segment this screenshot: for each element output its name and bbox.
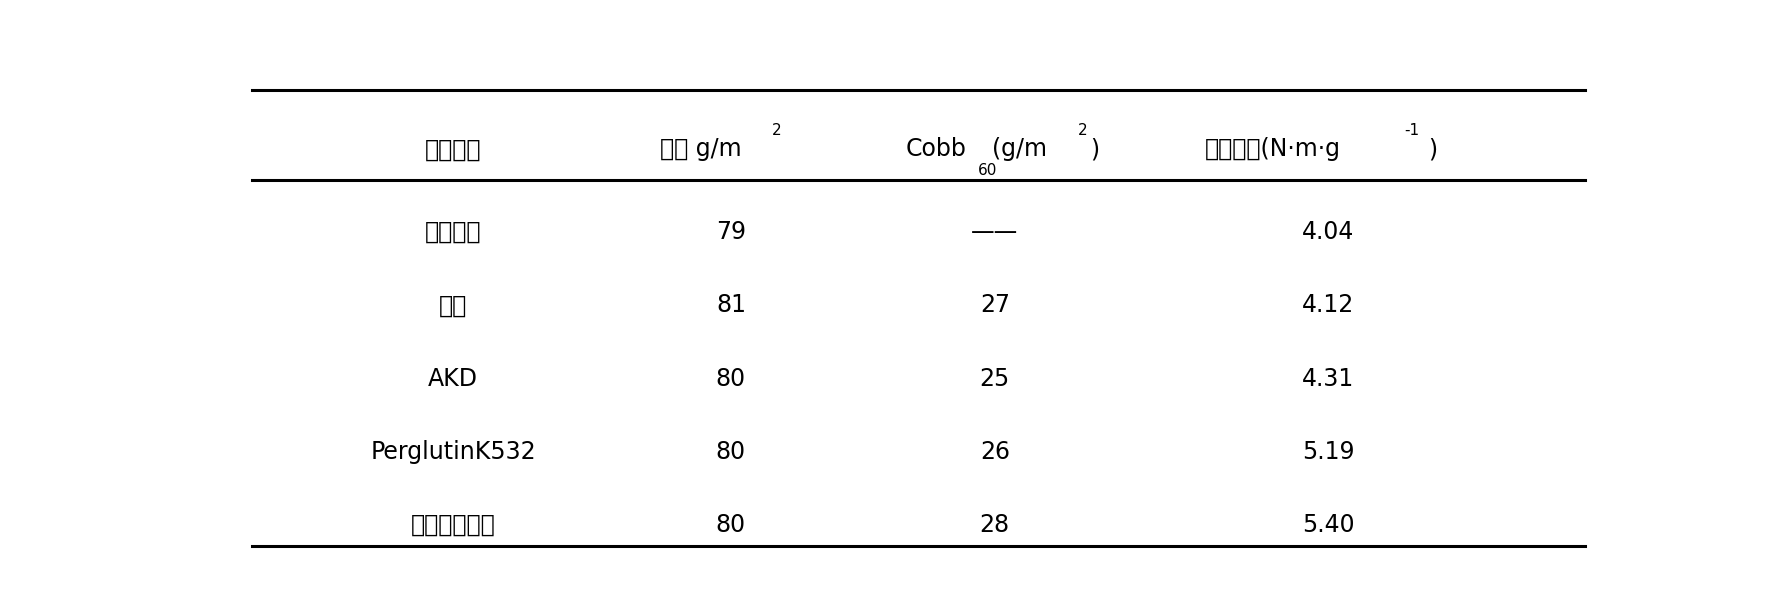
Text: 60: 60 [978,163,998,178]
Text: 5.19: 5.19 [1301,440,1355,464]
Text: 本发明施胶剂: 本发明施胶剂 [410,513,496,537]
Text: Cobb: Cobb [907,138,968,161]
Text: 松香: 松香 [439,293,468,317]
Text: 2: 2 [772,123,781,138]
Text: PerglutinK532: PerglutinK532 [371,440,536,464]
Text: 81: 81 [717,293,745,317]
Text: ): ) [1090,138,1098,161]
Text: 80: 80 [715,513,745,537]
Text: 80: 80 [715,367,745,391]
Text: 4.04: 4.04 [1303,220,1355,244]
Text: 环压指数(N·m·g: 环压指数(N·m·g [1204,138,1340,161]
Text: ): ) [1428,138,1437,161]
Text: -1: -1 [1403,123,1419,138]
Text: 25: 25 [980,367,1011,391]
Text: 26: 26 [980,440,1009,464]
Text: 5.40: 5.40 [1301,513,1355,537]
Text: 空白基纸: 空白基纸 [425,220,482,244]
Text: (g/m: (g/m [993,138,1047,161]
Text: 80: 80 [715,440,745,464]
Text: 4.12: 4.12 [1303,293,1355,317]
Text: 2: 2 [1077,123,1088,138]
Text: 79: 79 [717,220,745,244]
Text: ——: —— [971,220,1018,244]
Text: 试验样品: 试验样品 [425,138,482,161]
Text: 27: 27 [980,293,1009,317]
Text: 28: 28 [980,513,1011,537]
Text: 定量 g/m: 定量 g/m [659,138,742,161]
Text: 4.31: 4.31 [1303,367,1355,391]
Text: AKD: AKD [428,367,478,391]
